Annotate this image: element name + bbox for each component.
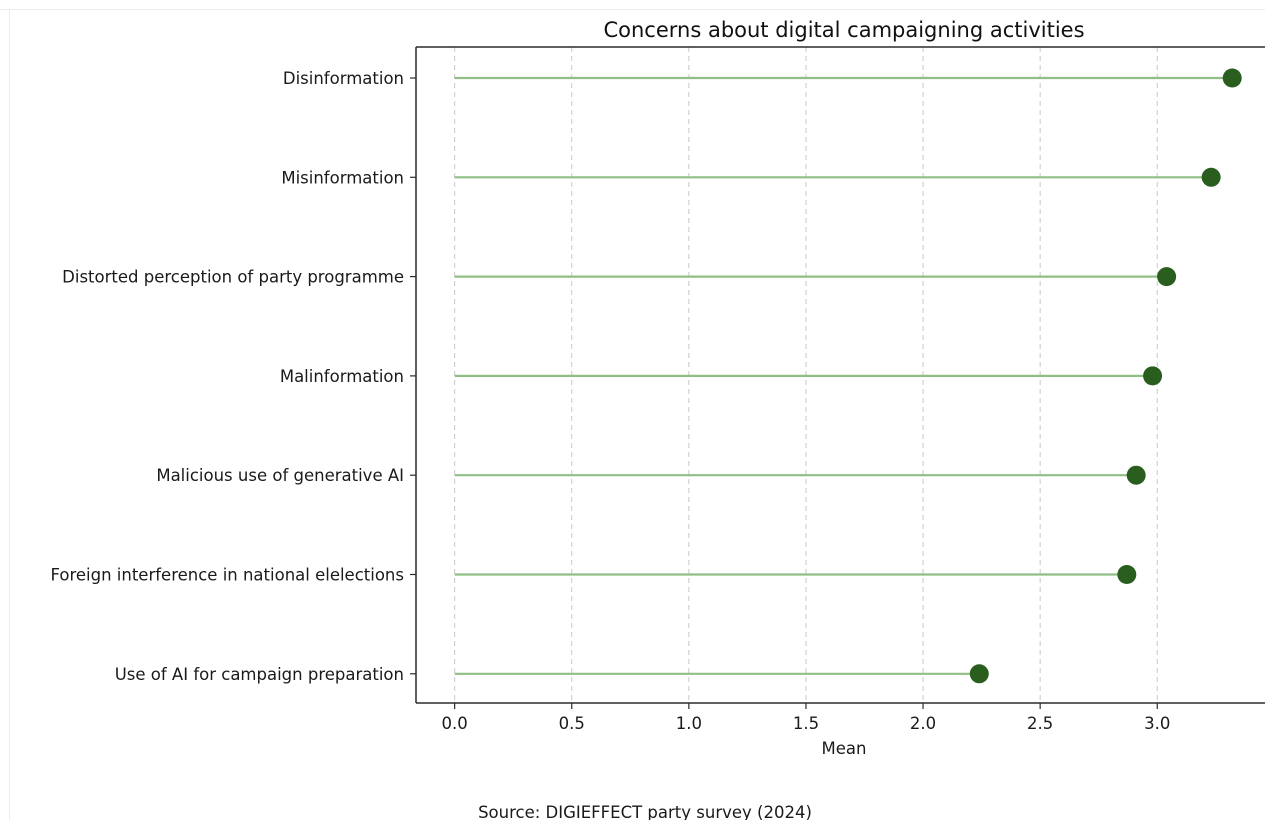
y-tick-label: Foreign interference in national elelect… bbox=[50, 566, 404, 585]
lollipop-marker bbox=[1126, 465, 1146, 485]
y-tick-label: Malicious use of generative AI bbox=[156, 466, 404, 485]
x-axis-ticks: 0.0 0.5 1.0 1.5 2.0 2.5 3.0 bbox=[442, 703, 1170, 733]
lollipop-stems bbox=[454, 76, 1233, 675]
x-tick-label: 2.5 bbox=[1027, 714, 1053, 733]
x-axis-title: Mean bbox=[822, 739, 867, 758]
lollipop-marker bbox=[1143, 366, 1163, 386]
lollipop-marker bbox=[1201, 167, 1221, 187]
chart-title: Concerns about digital campaigning activ… bbox=[603, 18, 1084, 42]
x-tick-label: 1.0 bbox=[676, 714, 702, 733]
x-tick-label: 1.5 bbox=[793, 714, 819, 733]
lollipop-marker bbox=[1222, 68, 1242, 88]
x-tick-label: 2.0 bbox=[910, 714, 936, 733]
x-tick-label: 0.5 bbox=[559, 714, 585, 733]
x-tick-label: 0.0 bbox=[442, 714, 468, 733]
y-axis-ticks: Disinformation Misinformation Distorted pe… bbox=[50, 69, 416, 684]
lollipop-marker bbox=[1117, 565, 1137, 584]
y-tick-label: Distorted perception of party programme bbox=[62, 268, 404, 287]
y-tick-label: Misinformation bbox=[281, 168, 404, 187]
source-note: Source: DIGIEFFECT party survey (2024) bbox=[478, 803, 812, 820]
y-tick-label: Use of AI for campaign preparation bbox=[115, 665, 404, 684]
y-tick-label: Malinformation bbox=[280, 367, 404, 386]
lollipop-marker bbox=[969, 664, 989, 684]
y-tick-label: Disinformation bbox=[283, 69, 404, 88]
x-tick-label: 3.0 bbox=[1144, 714, 1170, 733]
lollipop-marker bbox=[1157, 267, 1177, 287]
lollipop-markers bbox=[969, 68, 1242, 684]
